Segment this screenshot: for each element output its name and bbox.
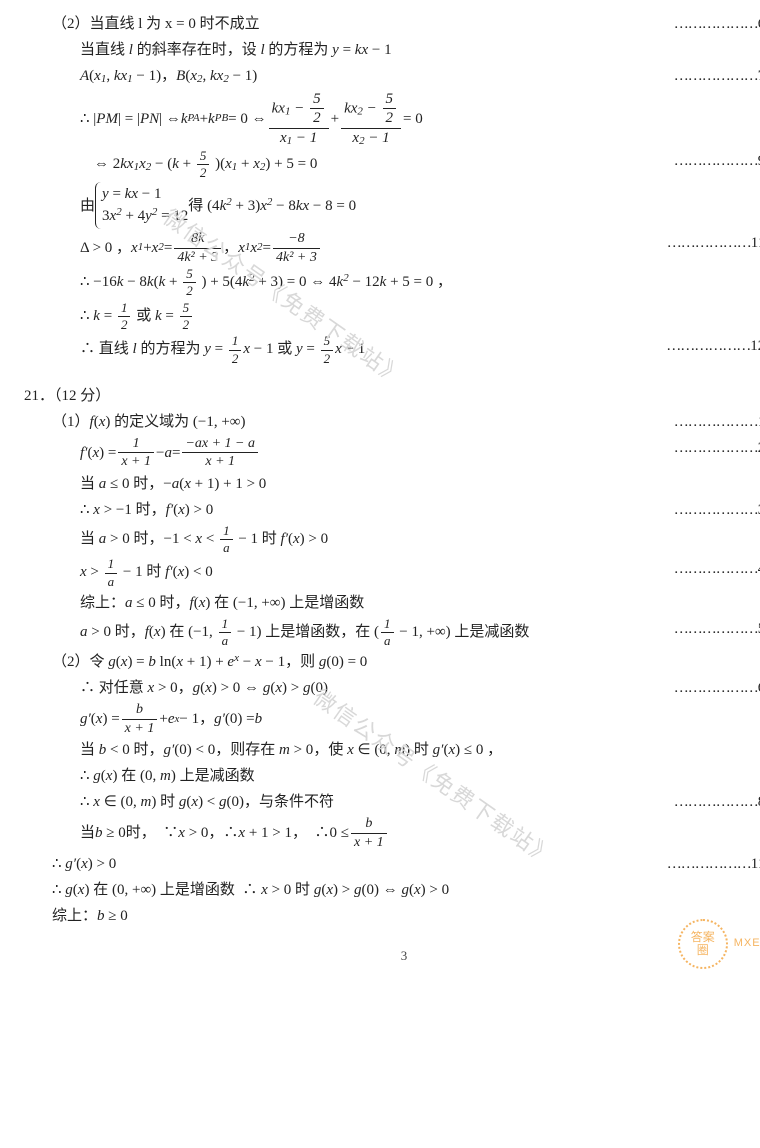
f2d: x + 1	[182, 453, 258, 469]
corner-badge: 答案 圈 MXEQ.com	[678, 919, 760, 969]
score-6: 6 分	[674, 12, 760, 36]
score-1: 1 分	[674, 410, 760, 434]
q21p2-l1: （2）令 g(x) = b ln(x + 1) + ex − x − 1，则 g…	[24, 650, 760, 674]
q21p1-l6: x > 1a − 1 时 f′(x) < 0	[24, 557, 674, 589]
q20p2-l3: A(x1, kx1 − 1)，B(x2, kx2 − 1)	[24, 64, 674, 89]
q20p2-l5: ⇔ 2kx1x2 − (k + 52 )(x1 + x2) + 5 = 0	[24, 149, 674, 181]
q21-header: 21．（12 分）	[24, 384, 760, 408]
system-brace: y = kx − 1 3x2 + 4y2 = 12	[95, 182, 188, 229]
q20p2-l1-text: （2）当直线 l 为 x = 0 时不成立	[52, 16, 260, 32]
frac-prod-num: −8	[273, 231, 320, 248]
gpn: b	[122, 702, 158, 719]
q21p2-l9: ∴ g(x) 在 (0, +∞) 上是增函数 ∴ x > 0 时 g(x) > …	[24, 878, 760, 902]
score-8: 8 分	[674, 790, 760, 814]
q21p2-l3: g′(x) = bx + 1 + ex − 1，g′(0) = b	[24, 702, 760, 736]
frac-kpa: kx1 − 52 x1 − 1	[269, 91, 329, 147]
badge-line1: 答案	[691, 931, 715, 944]
q21p2-l2: ∴ 对任意 x > 0，g(x) > 0 ⇔ g(x) > g(0)	[24, 676, 674, 700]
f1d: x + 1	[118, 453, 154, 469]
q21p2-l7: 当 b ≥ 0 时， ∵ x > 0，∴ x + 1 > 1， ∴ 0 ≤ bx…	[24, 816, 760, 850]
frac-prod-den: 4k² + 3	[273, 249, 320, 265]
q20p2-l10: ∴ 直线 l 的方程为 y = 12x − 1 或 y = 52x − 1	[24, 334, 666, 366]
frac-kpb: kx2 − 52 x2 − 1	[341, 91, 401, 147]
q20p2-line1: （2）当直线 l 为 x = 0 时不成立	[24, 12, 674, 36]
gpd: x + 1	[122, 720, 158, 736]
q21p1-l3: 当 a ≤ 0 时，−a(x + 1) + 1 > 0	[24, 472, 760, 496]
q21p1-l1: （1）f(x) 的定义域为 (−1, +∞)	[24, 410, 674, 434]
q21p1-l5: 当 a > 0 时，−1 < x < 1a − 1 时 f′(x) > 0	[24, 524, 760, 556]
score-6b: 6 分	[674, 676, 760, 700]
q20p2-l7: Δ > 0 ，x1 + x2 = 8k4k² + 3 ， x1x2 = −84k…	[24, 231, 667, 265]
score-12: 12 分	[666, 334, 760, 358]
q20p2-l4: ∴ |PM| = |PN| ⇔ kPA + kPB = 0 ⇔ kx1 − 52…	[24, 91, 760, 147]
f2n: −ax + 1 − a	[182, 436, 258, 453]
score-9: 9 分	[674, 149, 760, 173]
q21p1-l2: f′(x) = 1x + 1 − a = −ax + 1 − ax + 1	[24, 436, 674, 470]
q21p1-l7: 综上：a ≤ 0 时，f(x) 在 (−1, +∞) 上是增函数	[24, 591, 760, 615]
q21p2-l4: 当 b < 0 时，g′(0) < 0，则存在 m > 0，使 x ∈ (0, …	[24, 738, 760, 762]
score-11b-val: 11 分	[751, 856, 760, 872]
page-number: 3	[24, 946, 760, 967]
score-7: 7 分	[674, 64, 760, 88]
score-12-val: 12 分	[750, 338, 760, 354]
badge-line2: 圈	[697, 944, 709, 957]
frac-sum-num: 8k	[174, 231, 221, 248]
score-11a: 11 分	[667, 231, 760, 255]
q21p1-l8: a > 0 时，f(x) 在 (−1, 1a − 1) 上是增函数，在 (1a …	[24, 617, 674, 649]
q20p2-l8: ∴ −16k − 8k(k + 52 ) + 5(4k2 + 3) = 0 ⇔ …	[24, 267, 760, 299]
badge-site: MXEQ.com	[734, 935, 760, 953]
q21p1-l4: ∴ x > −1 时，f′(x) > 0	[24, 498, 674, 522]
score-2: 2 分	[674, 436, 760, 460]
q20p2-l2: 当直线 l 的斜率存在时，设 l 的方程为 y = kx − 1	[24, 38, 760, 62]
q20p2-l9: ∴ k = 12 或 k = 52	[24, 301, 760, 333]
q21p2-l6: ∴ x ∈ (0, m) 时 g(x) < g(0)，与条件不符	[24, 790, 674, 814]
score-11b: 11 分	[667, 852, 760, 876]
frac-sum-den: 4k² + 3	[174, 249, 221, 265]
score-11a-val: 11 分	[751, 235, 760, 251]
score-4: 4 分	[674, 557, 760, 581]
bfd: x + 1	[351, 834, 387, 850]
score-5: 5 分	[674, 617, 760, 641]
q21p2-l10: 综上：b ≥ 0	[24, 904, 760, 928]
f1n: 1	[118, 436, 154, 453]
bfn: b	[351, 816, 387, 833]
badge-circle-icon: 答案 圈	[678, 919, 728, 969]
q20p2-l6: 由 y = kx − 1 3x2 + 4y2 = 12 得 (4k2 + 3)x…	[24, 182, 760, 229]
score-3: 3 分	[674, 498, 760, 522]
q21p2-l5: ∴ g(x) 在 (0, m) 上是减函数	[24, 764, 760, 788]
q21p2-l8: ∴ g′(x) > 0	[24, 852, 667, 876]
